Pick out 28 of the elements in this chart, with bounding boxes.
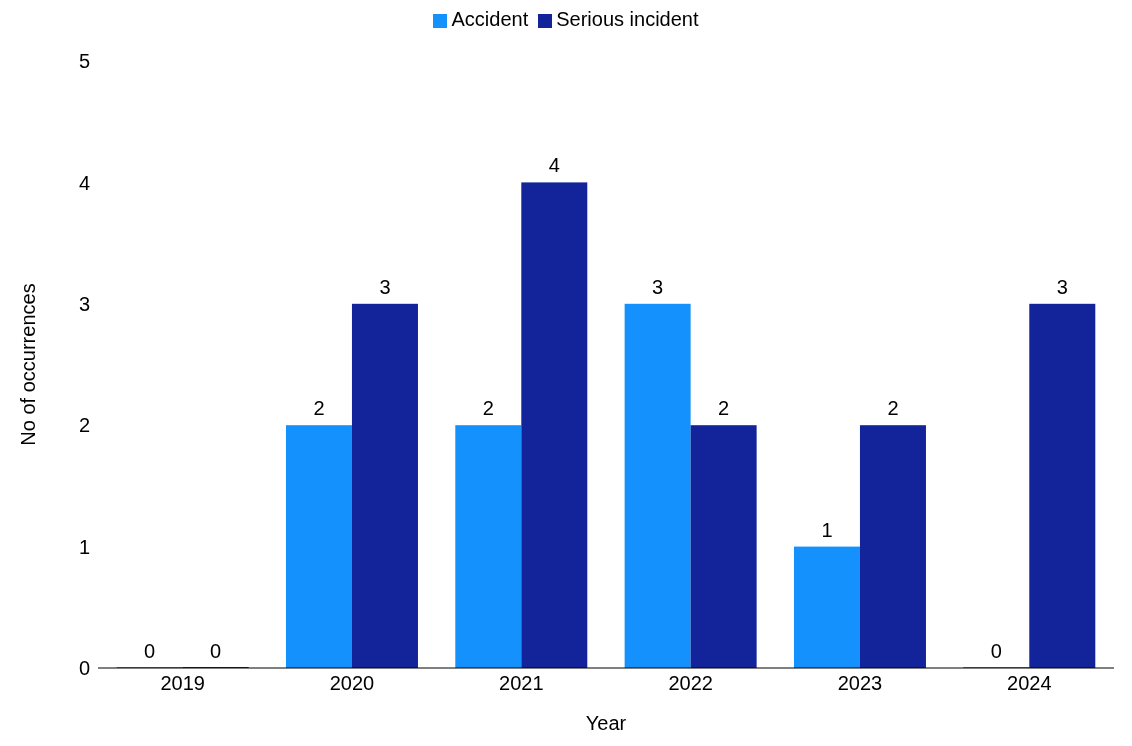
data-label: 3	[652, 275, 664, 298]
y-tick-label: 1	[78, 535, 90, 558]
y-tick-label: 5	[78, 50, 90, 73]
x-axis-title: Year	[585, 712, 627, 734]
y-tick-label: 4	[78, 171, 90, 194]
legend-label: Serious incident	[556, 8, 699, 30]
y-tick-label: 3	[78, 292, 90, 315]
data-label: 2	[482, 397, 494, 420]
x-tick-label: 2021	[499, 672, 544, 695]
data-label: 3	[379, 275, 391, 298]
x-tick-label: 2019	[160, 672, 205, 695]
data-label: 1	[821, 518, 833, 541]
data-label: 0	[210, 640, 222, 662]
x-tick-label: 2023	[837, 672, 883, 695]
data-label: 3	[1056, 275, 1068, 298]
y-tick-label: 0	[78, 657, 90, 680]
data-label: 4	[548, 154, 560, 177]
x-tick-label: 2020	[329, 672, 375, 695]
data-label: 2	[887, 397, 899, 420]
data-label: 2	[718, 397, 730, 420]
data-label: 0	[990, 640, 1002, 662]
y-axis-title: No of occurrences	[17, 283, 40, 446]
x-tick-label: 2022	[668, 672, 713, 695]
y-tick-label: 2	[78, 414, 90, 437]
data-label: 0	[144, 640, 156, 662]
x-tick-label: 2024	[1007, 672, 1052, 695]
data-label: 2	[313, 397, 325, 420]
legend-label: Accident	[451, 8, 529, 30]
